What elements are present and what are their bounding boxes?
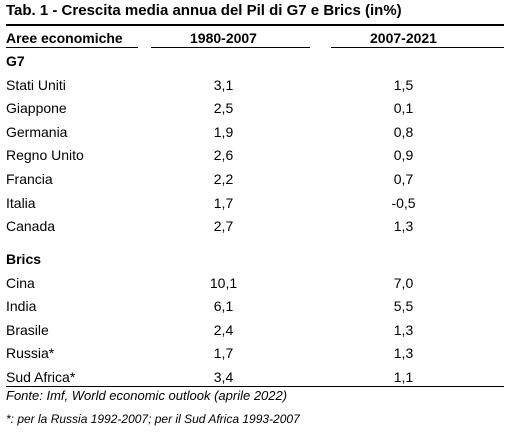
row-label: Canada [6,218,56,234]
value-1980-2007: 6,1 [213,298,234,314]
row-label: Brasile [6,322,49,338]
header-period-2: 2007-2021 [370,30,437,46]
value-1980-2007: 2,2 [213,171,234,187]
row-label: Giappone [6,100,67,116]
value-1980-2007: 3,4 [213,369,234,385]
table-row: Germania 1,9 0,8 [6,120,504,144]
table-row: Canada 2,7 1,3 [6,214,504,238]
row-label: Regno Unito [6,147,84,163]
header-rule-2 [151,47,310,48]
value-2007-2021: 1,3 [393,345,414,361]
value-1980-2007: 1,7 [213,195,234,211]
value-2007-2021: 7,0 [393,275,414,291]
row-label: Italia [6,195,36,211]
row-label: Germania [6,124,68,140]
row-label: Sud Africa* [6,369,76,385]
table-row: Sud Africa* 3,4 1,1 [6,365,504,389]
table-row: Francia 2,2 0,7 [6,167,504,191]
table-row: Stati Uniti 3,1 1,5 [6,73,504,97]
table-row: Italia 1,7 -0,5 [6,191,504,215]
value-2007-2021: 1,3 [393,322,414,338]
table-row: Giappone 2,5 0,1 [6,96,504,120]
top-rule [6,24,504,26]
table-title: Tab. 1 - Crescita media annua del Pil di… [6,2,402,19]
header-row: Aree economiche 1980-2007 2007-2021 [6,26,504,50]
value-2007-2021: 0,7 [393,171,414,187]
value-2007-2021: 1,1 [393,369,414,385]
table-row: India 6,1 5,5 [6,294,504,318]
row-label: India [6,298,37,314]
group-header-brics: Brics [6,247,504,271]
header-rule-1 [6,47,138,48]
group-label: G7 [6,53,25,69]
table-row: Cina 10,1 7,0 [6,271,504,295]
header-period-1: 1980-2007 [190,30,257,46]
bottom-rule [6,386,504,387]
row-label: Russia* [6,345,55,361]
value-2007-2021: -0,5 [391,195,416,211]
header-label: Aree economiche [6,30,123,46]
value-2007-2021: 1,3 [393,218,414,234]
table-row: Russia* 1,7 1,3 [6,341,504,365]
row-label: Stati Uniti [6,77,66,93]
value-2007-2021: 0,1 [393,100,414,116]
row-label: Cina [6,275,35,291]
value-2007-2021: 0,9 [393,147,414,163]
group-label: Brics [6,251,42,267]
row-label: Francia [6,171,53,187]
value-1980-2007: 10,1 [209,275,238,291]
value-1980-2007: 2,4 [213,322,234,338]
group-header-g7: G7 [6,49,504,73]
header-rule-3 [331,47,504,48]
source-note: Fonte: Imf, World economic outlook (apri… [6,388,288,403]
table-row: Regno Unito 2,6 0,9 [6,143,504,167]
value-2007-2021: 1,5 [393,77,414,93]
value-1980-2007: 2,6 [213,147,234,163]
value-1980-2007: 1,9 [213,124,234,140]
footnote: *: per la Russia 1992-2007; per il Sud A… [6,412,300,426]
value-2007-2021: 0,8 [393,124,414,140]
value-2007-2021: 5,5 [393,298,414,314]
value-1980-2007: 2,7 [213,218,234,234]
value-1980-2007: 2,5 [213,100,234,116]
table-row: Brasile 2,4 1,3 [6,318,504,342]
value-1980-2007: 3,1 [213,77,234,93]
value-1980-2007: 1,7 [213,345,234,361]
